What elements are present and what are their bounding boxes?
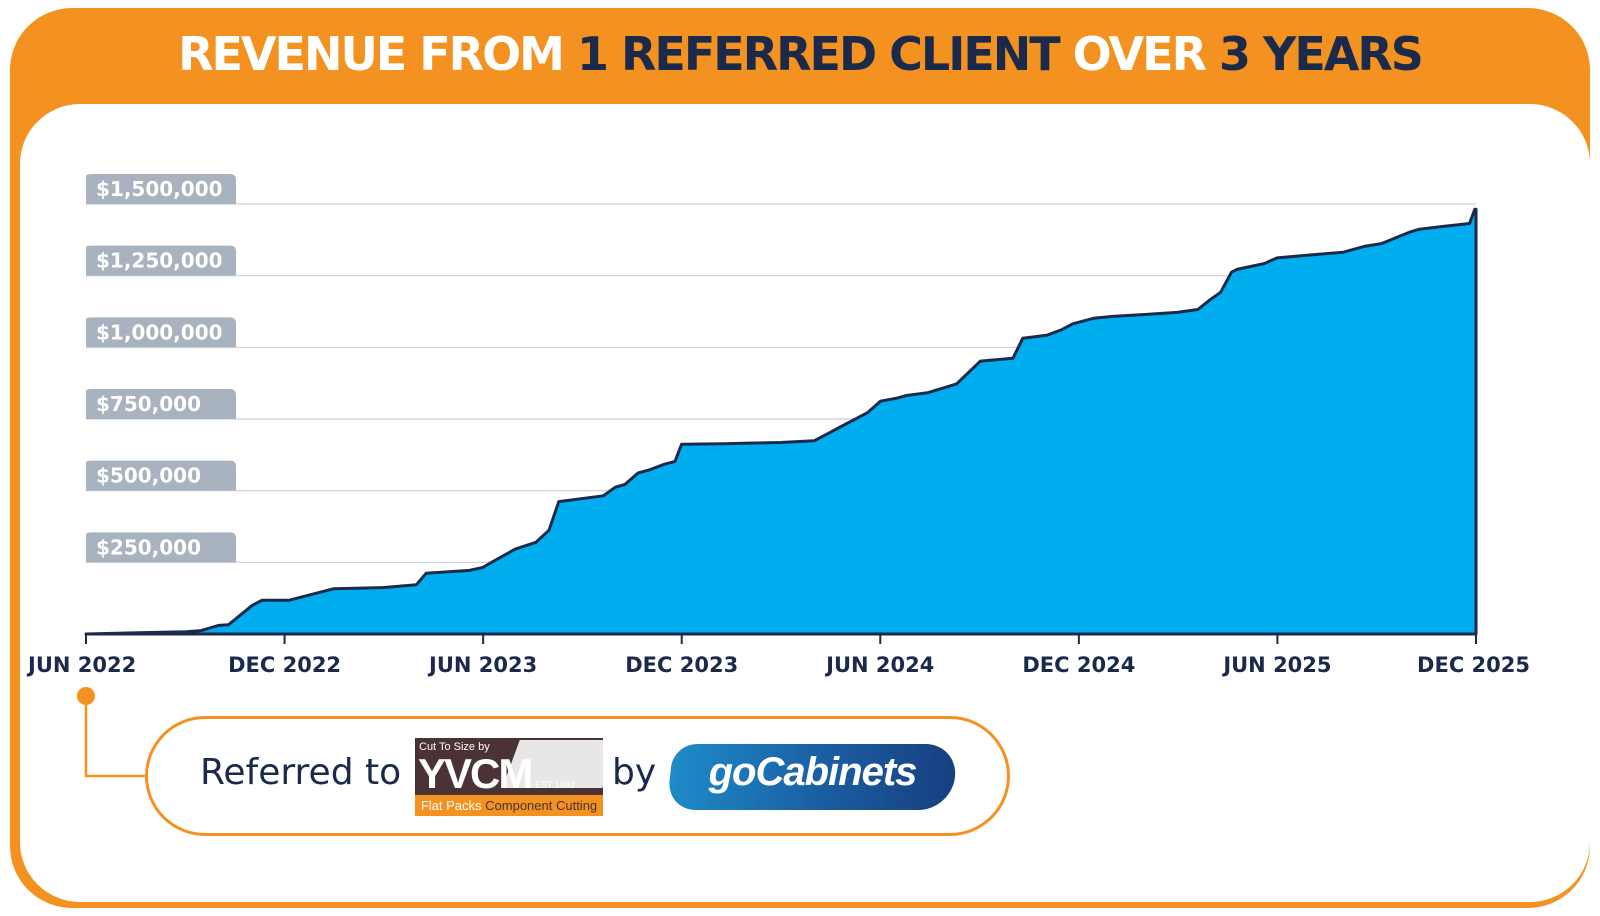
y-label-pill [86,460,236,491]
x-tick-label: JUN 2024 [824,653,934,677]
y-tick-label: $1,500,000 [96,177,223,201]
x-tick-label: JUN 2022 [26,653,136,677]
x-tick-label: JUN 2025 [1221,653,1331,677]
y-tick-label: $1,250,000 [96,249,223,273]
referral-marker [77,687,147,778]
yvcm-logo: Cut To Size by YVCM EST 1992 Flat Packs … [415,738,603,816]
y-tick-label: $750,000 [96,392,201,416]
yvcm-est: EST 1992 [535,780,575,790]
x-tick-label: DEC 2025 [1417,653,1530,677]
title-part-1: REVENUE FROM [178,27,577,81]
x-tick-label: DEC 2024 [1022,653,1135,677]
x-tick-label: DEC 2023 [625,653,738,677]
title-part-2: 1 REFERRED CLIENT [576,27,1061,81]
gocabinets-logo-text: goCabinets [708,750,918,794]
referral-connector [84,696,147,778]
y-axis-labels: $250,000 $500,000 $750,000 $1,000,000 $1,250… [86,174,236,563]
y-label-pill [86,389,236,419]
referred-to-text: Referred to [200,752,402,793]
revenue-area [84,207,1478,636]
y-label-pill [86,317,236,348]
title-part-4: 3 YEARS [1219,27,1424,81]
y-label-pill [86,245,236,276]
yvcm-bottom-b: Component Cutting [485,798,598,813]
y-label-pill [86,174,236,204]
yvcm-bottom-a: Flat Packs [420,798,482,813]
by-text: by [612,752,657,793]
yvcm-name: YVCM [418,750,533,797]
x-axis: JUN 2022 DEC 2022 JUN 2023 DEC 2023 JUN 2024… [26,632,1530,677]
page-title: REVENUE FROM 1 REFERRED CLIENT OVER 3 YE… [10,22,1590,86]
y-label-pill [86,532,236,563]
yvcm-tagline: Cut To Size by [419,741,490,753]
yvcm-bottom-bar: Flat Packs Component Cutting [415,795,603,816]
title-part-3: OVER [1058,27,1219,81]
y-tick-label: $1,000,000 [96,320,223,344]
x-tick-label: DEC 2022 [228,653,341,677]
x-tick-label: JUN 2023 [427,653,537,677]
y-tick-label: $500,000 [96,464,201,488]
y-tick-label: $250,000 [96,535,201,559]
